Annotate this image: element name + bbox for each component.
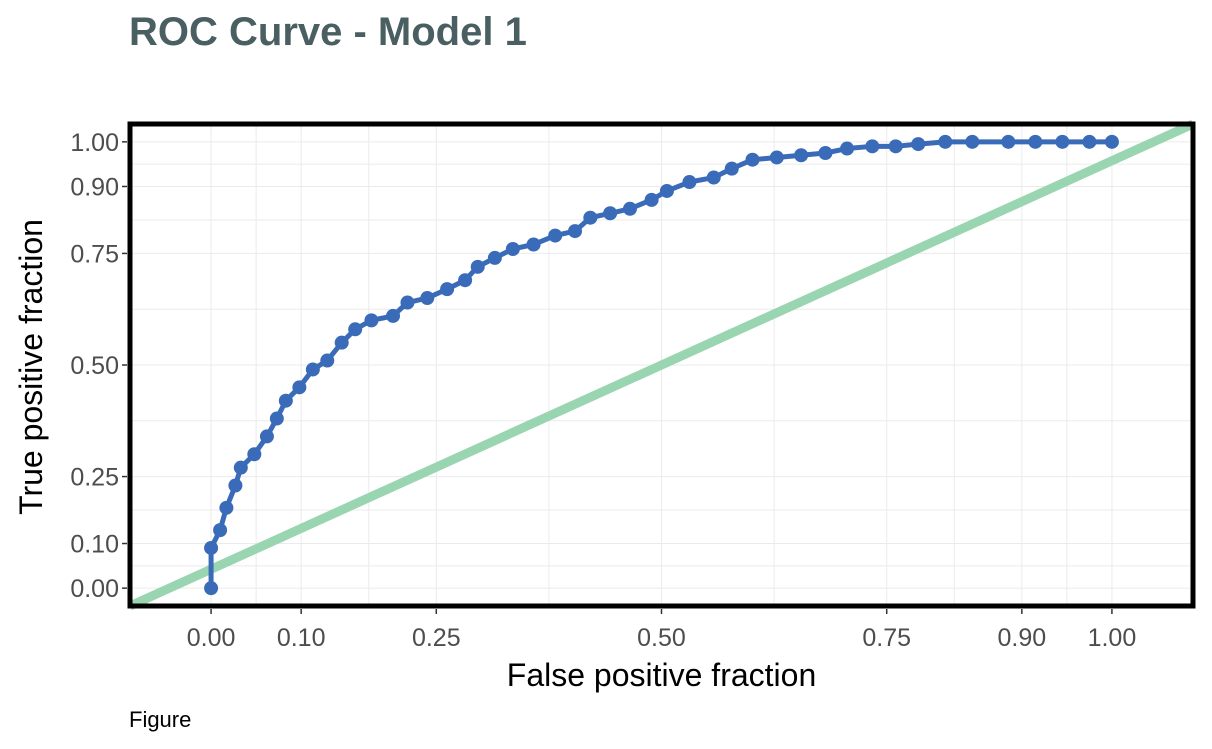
x-tick-label: 0.50 <box>637 624 686 652</box>
y-tick-label: 1.00 <box>70 129 119 157</box>
y-axis-title: True positive fraction <box>13 219 49 515</box>
roc-point <box>505 241 520 256</box>
roc-point <box>888 139 903 154</box>
x-axis-title: False positive fraction <box>507 657 816 693</box>
roc-point <box>292 380 307 395</box>
roc-point <box>269 411 284 426</box>
roc-point <box>659 183 674 198</box>
roc-point <box>583 210 598 225</box>
roc-point <box>568 224 583 239</box>
roc-point <box>278 393 293 408</box>
x-tick-label: 0.10 <box>277 624 326 652</box>
roc-point <box>840 141 855 156</box>
roc-point <box>305 362 320 377</box>
roc-point <box>644 192 659 207</box>
roc-point <box>794 148 809 163</box>
roc-point <box>334 335 349 350</box>
roc-point <box>769 150 784 165</box>
roc-point <box>938 134 953 149</box>
x-axis-ticks: 0.00 0.10 0.25 0.50 0.75 0.90 1.00 <box>187 609 1137 652</box>
x-tick-label: 1.00 <box>1088 624 1137 652</box>
roc-point <box>233 460 248 475</box>
reference-diagonal-line <box>128 119 1195 611</box>
roc-point <box>420 291 435 306</box>
plot-frame <box>127 121 1196 609</box>
roc-point <box>219 500 234 515</box>
roc-point <box>682 175 697 190</box>
roc-point <box>911 137 926 152</box>
roc-point <box>1028 134 1043 149</box>
roc-point <box>724 161 739 176</box>
roc-point <box>204 581 219 596</box>
y-tick-label: 0.00 <box>70 575 119 603</box>
roc-curve-layer <box>204 134 1119 596</box>
y-tick-label: 0.75 <box>70 240 119 268</box>
y-tick-label: 0.10 <box>70 531 119 559</box>
roc-point <box>865 139 880 154</box>
roc-point <box>548 228 563 243</box>
roc-point <box>470 259 485 274</box>
roc-point <box>1104 134 1119 149</box>
roc-point <box>213 523 228 538</box>
roc-point <box>965 134 980 149</box>
roc-point <box>320 353 335 368</box>
roc-point <box>259 429 274 444</box>
roc-point <box>247 447 262 462</box>
roc-point <box>348 322 363 337</box>
reference-diagonal-layer <box>128 119 1195 611</box>
roc-point <box>818 146 833 161</box>
y-tick-label: 0.25 <box>70 464 119 492</box>
x-tick-label: 0.25 <box>412 624 461 652</box>
roc-point <box>745 152 760 167</box>
roc-point <box>622 201 637 216</box>
x-tick-label: 0.00 <box>187 624 236 652</box>
roc-point <box>364 313 379 328</box>
y-axis-ticks: 0.00 0.10 0.25 0.50 0.75 0.90 1.00 <box>70 129 127 603</box>
roc-point <box>386 308 401 323</box>
roc-point <box>487 250 502 265</box>
y-tick-label: 0.50 <box>70 352 119 380</box>
roc-point <box>526 237 541 252</box>
y-tick-label: 0.90 <box>70 173 119 201</box>
x-tick-label: 0.90 <box>998 624 1047 652</box>
chart-title: ROC Curve - Model 1 <box>129 10 527 54</box>
roc-point <box>1082 134 1097 149</box>
roc-point <box>1001 134 1016 149</box>
roc-point <box>706 170 721 185</box>
roc-point <box>458 273 473 288</box>
roc-point <box>440 282 455 297</box>
roc-point <box>1055 134 1070 149</box>
x-tick-label: 0.75 <box>862 624 911 652</box>
roc-point <box>204 540 219 555</box>
roc-point <box>228 478 243 493</box>
roc-point <box>400 295 415 310</box>
figure-caption: Figure <box>129 707 192 732</box>
roc-point <box>603 206 618 221</box>
